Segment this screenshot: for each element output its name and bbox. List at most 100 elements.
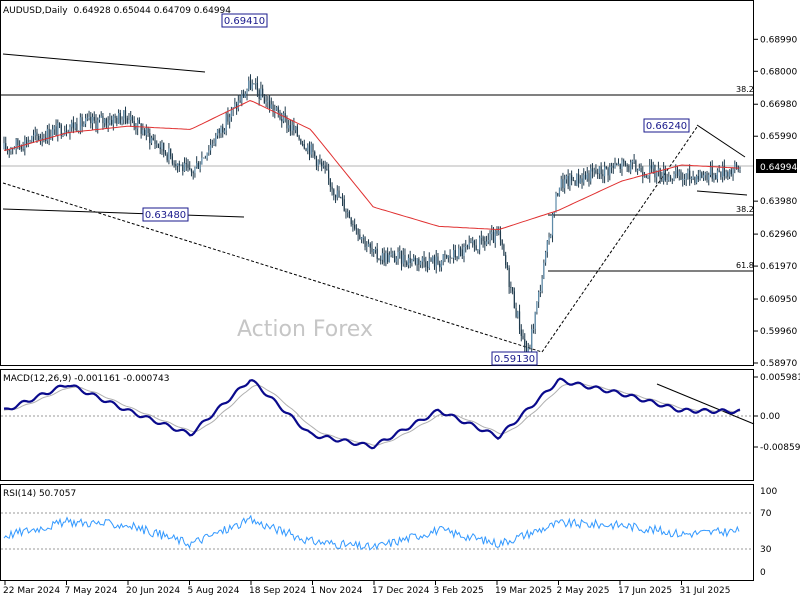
time-axis: 22 Mar 2024 7 May 2024 20 Jun 2024 5 Aug 20… [3, 581, 730, 596]
candle [572, 176, 574, 182]
candle-body [716, 170, 719, 180]
candle [194, 166, 196, 178]
candle-body [656, 170, 658, 178]
candle-body [206, 152, 208, 159]
candle-body [388, 254, 390, 263]
candle [614, 157, 616, 169]
candle-body [505, 255, 507, 266]
candle [515, 302, 517, 319]
candle-body [230, 109, 232, 118]
candle-body [685, 173, 687, 180]
candle-body [211, 144, 213, 146]
candle-body [116, 117, 118, 124]
candle [404, 248, 406, 268]
candle-body [617, 163, 620, 165]
candle [513, 287, 515, 309]
candle [597, 168, 599, 179]
candle-body [402, 254, 404, 264]
candle-body [510, 287, 512, 288]
candle-body [72, 122, 75, 129]
candle-body [610, 166, 613, 168]
candle-body [260, 88, 262, 99]
candle-body [149, 133, 151, 144]
candle [420, 260, 422, 268]
candle [46, 125, 48, 144]
candle-body [411, 260, 413, 263]
candle-body [683, 179, 686, 180]
candle-body [38, 135, 40, 140]
candle-body [293, 124, 295, 131]
candle [39, 133, 42, 145]
time-tick-label: 2 May 2025 [557, 586, 610, 596]
candle [696, 174, 698, 185]
candle-body [154, 140, 156, 145]
candle [159, 141, 161, 155]
macd-header: MACD(12,26,9) -0.001161 -0.000743 [3, 374, 169, 384]
candle [345, 208, 347, 219]
candle-body [541, 278, 543, 292]
candle-body [208, 150, 210, 153]
candle [149, 128, 151, 150]
candle-body [565, 175, 568, 180]
candle [29, 139, 31, 144]
candle-body [105, 118, 108, 126]
candle-body [144, 129, 146, 136]
candle [310, 141, 312, 158]
candle [203, 157, 205, 159]
candle-body [399, 251, 401, 253]
candle [328, 163, 330, 185]
price-label-low: 0.59130 [491, 351, 538, 366]
time-tick-label: 5 Aug 2024 [188, 586, 240, 596]
candle [263, 94, 265, 104]
candle [676, 165, 679, 179]
macd-main-line [3, 377, 741, 450]
candle-body [494, 230, 496, 243]
candle [456, 255, 458, 262]
candle [473, 239, 476, 252]
candle-body [614, 164, 616, 168]
candle-body [48, 128, 50, 140]
candle-body [34, 132, 36, 136]
candle-body [534, 312, 536, 329]
candle [296, 124, 298, 137]
candle [551, 212, 554, 243]
candle [626, 163, 628, 172]
candle [498, 226, 500, 236]
candle [98, 114, 101, 123]
candle [55, 119, 57, 137]
candle-body [91, 116, 94, 124]
candle-body [22, 148, 24, 150]
candle-body [574, 180, 576, 186]
candle-body [209, 144, 212, 151]
candle [689, 164, 691, 186]
candle [518, 304, 521, 335]
candle-body [696, 176, 698, 183]
candle-body [470, 242, 472, 244]
candle [595, 164, 597, 175]
candle [242, 89, 245, 98]
current-price-tag-text: 0.64994 [760, 163, 797, 173]
candle-body [440, 261, 443, 268]
candle-body [156, 143, 158, 145]
candle-body [97, 119, 99, 129]
candle-body [374, 248, 377, 250]
candle-body [727, 171, 729, 177]
candle [387, 247, 389, 264]
price-tick-label: 0.61970 [760, 262, 797, 272]
candle-body [239, 100, 241, 103]
candle [520, 324, 522, 342]
candle-body [123, 110, 125, 120]
candle-body [46, 128, 48, 141]
candle [258, 88, 260, 106]
candle-body [199, 164, 201, 169]
candle-body [558, 187, 561, 196]
candle [43, 133, 45, 143]
candle-body [20, 145, 22, 149]
candle [131, 115, 134, 124]
candle [301, 140, 304, 147]
candle-body [314, 151, 316, 157]
candle [656, 170, 658, 184]
candle-body [673, 173, 675, 180]
candle-body [456, 257, 458, 259]
candle-body [17, 139, 19, 146]
